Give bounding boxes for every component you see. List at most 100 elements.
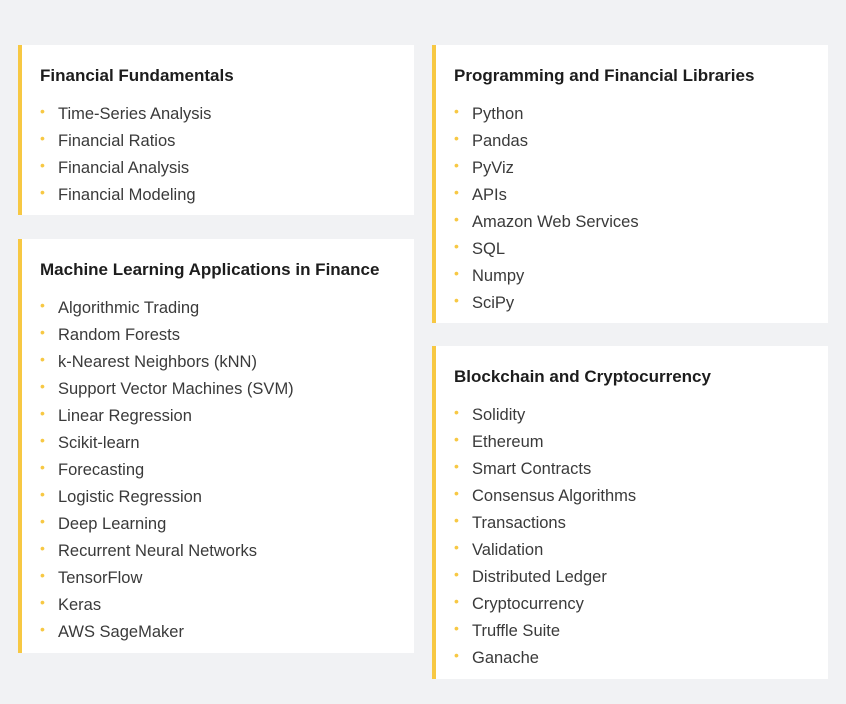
list-item-label: TensorFlow bbox=[58, 569, 143, 587]
list-item: • APIs bbox=[454, 182, 812, 209]
bullet-icon: • bbox=[40, 486, 45, 502]
list-item: • Amazon Web Services bbox=[454, 209, 812, 236]
list-item-label: Pandas bbox=[472, 132, 528, 150]
list-item: • Logistic Regression bbox=[40, 484, 398, 511]
bullet-icon: • bbox=[40, 184, 45, 200]
bullet-icon: • bbox=[454, 184, 459, 200]
list-item-label: Time-Series Analysis bbox=[58, 105, 212, 123]
list-item-label: Deep Learning bbox=[58, 515, 167, 533]
list-item-label: Recurrent Neural Networks bbox=[58, 542, 257, 560]
list-item: • Solidity bbox=[454, 402, 812, 429]
list-item-label: Financial Ratios bbox=[58, 132, 176, 150]
bullet-icon: • bbox=[454, 539, 459, 555]
list-item-label: Forecasting bbox=[58, 461, 145, 479]
list-item-label: Numpy bbox=[472, 267, 525, 285]
bullet-icon: • bbox=[454, 647, 459, 663]
bullet-icon: • bbox=[40, 351, 45, 367]
list-item-label: Random Forests bbox=[58, 326, 180, 344]
list-item-label: Validation bbox=[472, 541, 544, 559]
list-item: • Truffle Suite bbox=[454, 618, 812, 645]
bullet-icon: • bbox=[454, 265, 459, 281]
list-item-label: Amazon Web Services bbox=[472, 213, 639, 231]
list-item-label: Financial Modeling bbox=[58, 186, 196, 204]
bullet-icon: • bbox=[40, 567, 45, 583]
card-title: Blockchain and Cryptocurrency bbox=[454, 367, 711, 386]
skill-list: • Solidity • Ethereum • Smart Contracts • Conse… bbox=[454, 402, 812, 672]
bullet-icon: • bbox=[40, 103, 45, 119]
list-item: • Financial Ratios bbox=[40, 128, 398, 155]
card-financial-fundamentals: Financial Fundamentals • Time-Series Anal… bbox=[18, 45, 414, 215]
list-item: • Linear Regression bbox=[40, 403, 398, 430]
bullet-icon: • bbox=[454, 566, 459, 582]
card-blockchain-cryptocurrency: Blockchain and Cryptocurrency • Solidity •… bbox=[432, 346, 828, 679]
list-item-label: Logistic Regression bbox=[58, 488, 202, 506]
bullet-icon: • bbox=[454, 404, 459, 420]
list-item-label: Solidity bbox=[472, 406, 526, 424]
list-item: • Algorithmic Trading bbox=[40, 295, 398, 322]
list-item-label: Keras bbox=[58, 596, 102, 614]
bullet-icon: • bbox=[40, 378, 45, 394]
list-item: • Pandas bbox=[454, 128, 812, 155]
list-item-label: Python bbox=[472, 105, 524, 123]
list-item: • k-Nearest Neighbors (kNN) bbox=[40, 349, 398, 376]
list-item: • Financial Analysis bbox=[40, 155, 398, 182]
card-machine-learning: Machine Learning Applications in Finance… bbox=[18, 239, 414, 653]
list-item: • Scikit-learn bbox=[40, 430, 398, 457]
list-item-label: SQL bbox=[472, 240, 506, 258]
list-item-label: k-Nearest Neighbors (kNN) bbox=[58, 353, 257, 371]
card-title: Financial Fundamentals bbox=[40, 66, 234, 85]
list-item-label: Distributed Ledger bbox=[472, 568, 607, 586]
bullet-icon: • bbox=[454, 157, 459, 173]
list-item: • Validation bbox=[454, 537, 812, 564]
list-item-label: Truffle Suite bbox=[472, 622, 561, 640]
bullet-icon: • bbox=[40, 324, 45, 340]
list-item: • Financial Modeling bbox=[40, 182, 398, 209]
list-item: • SQL bbox=[454, 236, 812, 263]
list-item: • AWS SageMaker bbox=[40, 619, 398, 646]
card-title: Machine Learning Applications in Finance bbox=[40, 260, 380, 279]
list-item-label: PyViz bbox=[472, 159, 514, 177]
list-item: • Support Vector Machines (SVM) bbox=[40, 376, 398, 403]
bullet-icon: • bbox=[40, 405, 45, 421]
list-item-label: SciPy bbox=[472, 294, 515, 312]
list-item-label: Linear Regression bbox=[58, 407, 192, 425]
skill-list: • Time-Series Analysis • Financial Ratios • F… bbox=[40, 101, 398, 209]
bullet-icon: • bbox=[40, 540, 45, 556]
list-item: • Forecasting bbox=[40, 457, 398, 484]
list-item-label: Financial Analysis bbox=[58, 159, 190, 177]
list-item-label: AWS SageMaker bbox=[58, 623, 184, 641]
card-programming-libraries: Programming and Financial Libraries • Pyt… bbox=[432, 45, 828, 323]
list-item: • Cryptocurrency bbox=[454, 591, 812, 618]
list-item: • Distributed Ledger bbox=[454, 564, 812, 591]
skill-list: • Algorithmic Trading • Random Forests • k-Ne… bbox=[40, 295, 398, 646]
bullet-icon: • bbox=[40, 432, 45, 448]
list-item: • Random Forests bbox=[40, 322, 398, 349]
bullet-icon: • bbox=[454, 431, 459, 447]
list-item: • SciPy bbox=[454, 290, 812, 317]
list-item-label: Ethereum bbox=[472, 433, 544, 451]
list-item-label: Algorithmic Trading bbox=[58, 299, 200, 317]
list-item: • Numpy bbox=[454, 263, 812, 290]
bullet-icon: • bbox=[454, 593, 459, 609]
list-item: • PyViz bbox=[454, 155, 812, 182]
list-item-label: Cryptocurrency bbox=[472, 595, 584, 613]
bullet-icon: • bbox=[454, 485, 459, 501]
bullet-icon: • bbox=[454, 130, 459, 146]
bullet-icon: • bbox=[40, 621, 45, 637]
bullet-icon: • bbox=[40, 130, 45, 146]
bullet-icon: • bbox=[454, 458, 459, 474]
list-item: • Ethereum bbox=[454, 429, 812, 456]
list-item-label: Support Vector Machines (SVM) bbox=[58, 380, 294, 398]
list-item: • Ganache bbox=[454, 645, 812, 672]
bullet-icon: • bbox=[40, 594, 45, 610]
bullet-icon: • bbox=[40, 459, 45, 475]
list-item-label: Scikit-learn bbox=[58, 434, 140, 452]
bullet-icon: • bbox=[454, 103, 459, 119]
bullet-icon: • bbox=[454, 211, 459, 227]
bullet-icon: • bbox=[40, 157, 45, 173]
list-item: • TensorFlow bbox=[40, 565, 398, 592]
skill-list: • Python • Pandas • PyViz • APIs • Amazon Web Ser… bbox=[454, 101, 812, 317]
list-item-label: Ganache bbox=[472, 649, 539, 667]
list-item-label: Smart Contracts bbox=[472, 460, 592, 478]
bullet-icon: • bbox=[454, 292, 459, 308]
